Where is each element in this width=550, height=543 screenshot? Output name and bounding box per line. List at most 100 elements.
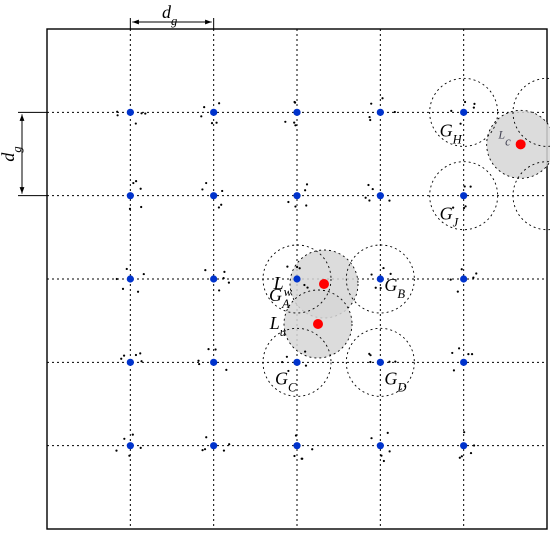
scatter-dot [123,438,125,440]
scatter-dot [471,353,473,355]
scatter-dot [368,353,370,355]
scatter-dot [286,266,288,268]
scatter-dot [304,189,306,191]
location-label: Lu [269,313,286,339]
scatter-dot [129,208,131,210]
scatter-dot [132,434,134,436]
scatter-dot [380,287,382,289]
scatter-dot [473,103,475,105]
grid-node [293,442,300,449]
scatter-dot [135,180,137,182]
location-dot [313,319,323,329]
scatter-dot [467,353,469,355]
scatter-dot [293,121,295,123]
scatter-dot [473,106,475,108]
scatter-dot [218,289,220,291]
scatter-dot [463,431,465,433]
scatter-dot [137,291,139,293]
grid-node [127,359,134,366]
scatter-dot [311,448,313,450]
scatter-dot [387,432,389,434]
scatter-dot [304,350,306,352]
grid-node [377,442,384,449]
scatter-dot [197,360,199,362]
grid-node [293,275,300,282]
scatter-dot [464,185,466,187]
scatter-dot [201,188,203,190]
scatter-dot [370,273,372,275]
scatter-dot [451,352,453,354]
scatter-dot [132,182,134,184]
scatter-dot [461,455,463,457]
scatter-dot [198,363,200,365]
scatter-dot [305,365,307,367]
scatter-dot [299,267,301,269]
scatter-dot [369,119,371,121]
grid-node [377,109,384,116]
grid-node [377,359,384,366]
scatter-dot [204,269,206,271]
scatter-dot [140,447,142,449]
scatter-dot [211,122,213,124]
node-label: GD [384,368,406,394]
scatter-dot [123,355,125,357]
scatter-dot [473,444,475,446]
scatter-dot [116,114,118,116]
scatter-dot [218,206,220,208]
scatter-dot [372,188,374,190]
grid-node [293,192,300,199]
scatter-dot [388,200,390,202]
scatter-dot [221,190,223,192]
scatter-dot [294,205,296,207]
scatter-dot [294,124,296,126]
scatter-dot [215,122,217,124]
scatter-dot [470,186,472,188]
grid-node [460,192,467,199]
scatter-dot [140,206,142,208]
scatter-dot [368,199,370,201]
scatter-dot [459,457,461,459]
circles-layer [263,78,550,396]
scatter-dot [115,449,117,451]
scatter-dot [135,354,137,356]
scatter-dot [458,347,460,349]
arrowhead-icon [20,114,25,121]
scatter-dot [139,352,141,354]
scatter-dot [365,197,367,199]
scatter-dot [472,277,474,279]
scatter-dot [122,288,124,290]
scatter-dot [470,452,472,454]
scatter-dot [140,360,142,362]
scatter-dot [140,188,142,190]
scatter-dot [218,102,220,104]
scatter-dot [200,115,202,117]
node-label: GJ [440,204,460,230]
scatter-dot [475,272,477,274]
scatter-dot [464,101,466,103]
scatter-dot [205,436,207,438]
scatter-dot [306,286,308,288]
scatter-dot [144,112,146,114]
scatter-dot [370,103,372,105]
diagram-root: LwLuLcGAGBGCGDGHGIGJGKdgdg [0,0,550,543]
grid-node [127,442,134,449]
grid-node [127,109,134,116]
scatter-dot [450,110,452,112]
scatter-dot [296,266,298,268]
scatter-dot [207,348,209,350]
scatter-dot [383,460,385,462]
scatter-dot [143,273,145,275]
scatter-dot [301,458,303,460]
scatter-dot [463,207,465,209]
grid-node [293,359,300,366]
scatter-dot [228,443,230,445]
scatter-dot [389,450,391,452]
arrowhead-icon [132,20,139,25]
scatter-dot [303,284,305,286]
scatter-dot [120,358,122,360]
scatter-dot [394,111,396,113]
scatter-dot [464,205,466,207]
scatter-dot [223,271,225,273]
scatter-dot [116,111,118,113]
scatter-dot [223,449,225,451]
